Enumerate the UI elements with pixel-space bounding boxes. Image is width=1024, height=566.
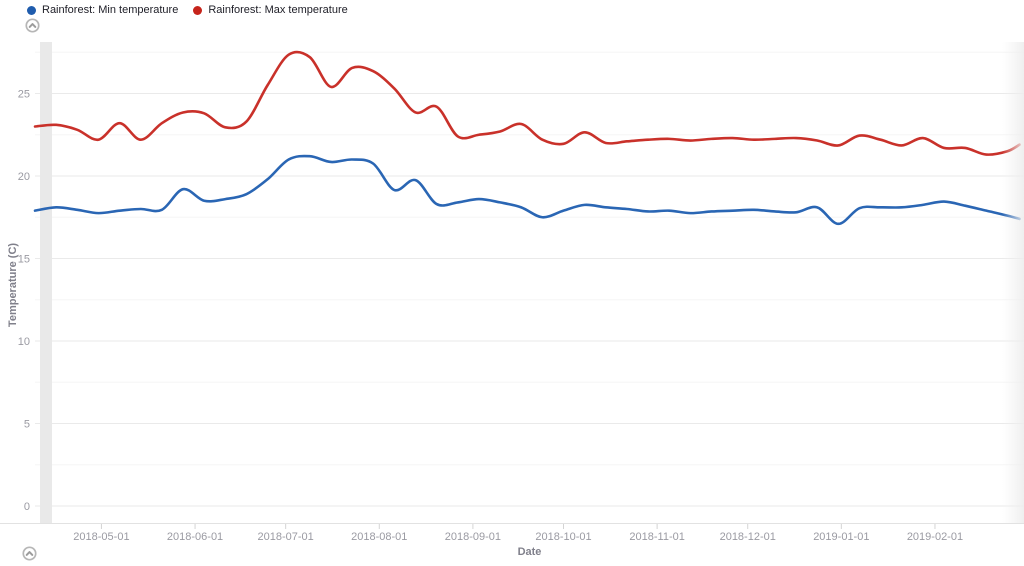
x-tick-label: 2018-06-01	[167, 531, 223, 543]
legend-dot-icon	[193, 5, 203, 15]
y-tick-label: 0	[24, 501, 30, 513]
x-tick-label: 2018-10-01	[535, 531, 591, 543]
selection-band	[40, 42, 52, 523]
x-tick-label: 2019-02-01	[907, 531, 963, 543]
y-tick-label: 15	[18, 254, 30, 266]
series-line-0	[33, 154, 1021, 226]
chevron-up-icon	[22, 546, 37, 561]
legend-label: Rainforest: Min temperature	[42, 4, 179, 16]
x-tick-label: 2018-11-01	[629, 531, 684, 543]
y-axis-title: Temperature (C)	[7, 242, 19, 328]
series-line-1	[33, 50, 1021, 156]
y-tick-label: 5	[24, 419, 30, 431]
x-tick-label: 2018-08-01	[351, 531, 407, 543]
collapse-top-button[interactable]	[25, 18, 40, 33]
x-tick-label: 2018-07-01	[258, 531, 314, 543]
x-tick-label: 2018-12-01	[720, 531, 776, 543]
right-fade-overlay	[1002, 42, 1024, 523]
y-tick-label: 10	[18, 336, 30, 348]
chevron-up-icon	[25, 18, 40, 33]
y-tick-label: 20	[18, 171, 30, 183]
collapse-bottom-button[interactable]	[22, 546, 37, 561]
chart-legend: Rainforest: Min temperature Rainforest: M…	[27, 2, 348, 18]
x-axis-title: Date	[517, 546, 542, 558]
y-tick-label: 25	[18, 89, 30, 101]
legend-item-1[interactable]: Rainforest: Max temperature	[193, 2, 348, 18]
legend-item-0[interactable]: Rainforest: Min temperature	[27, 2, 178, 18]
legend-dot-icon	[27, 5, 36, 15]
x-tick-label: 2018-05-01	[73, 531, 129, 543]
legend-label: Rainforest: Max temperature	[208, 4, 348, 16]
x-tick-label: 2018-09-01	[445, 531, 501, 543]
x-tick-label: 2019-01-01	[813, 531, 869, 543]
